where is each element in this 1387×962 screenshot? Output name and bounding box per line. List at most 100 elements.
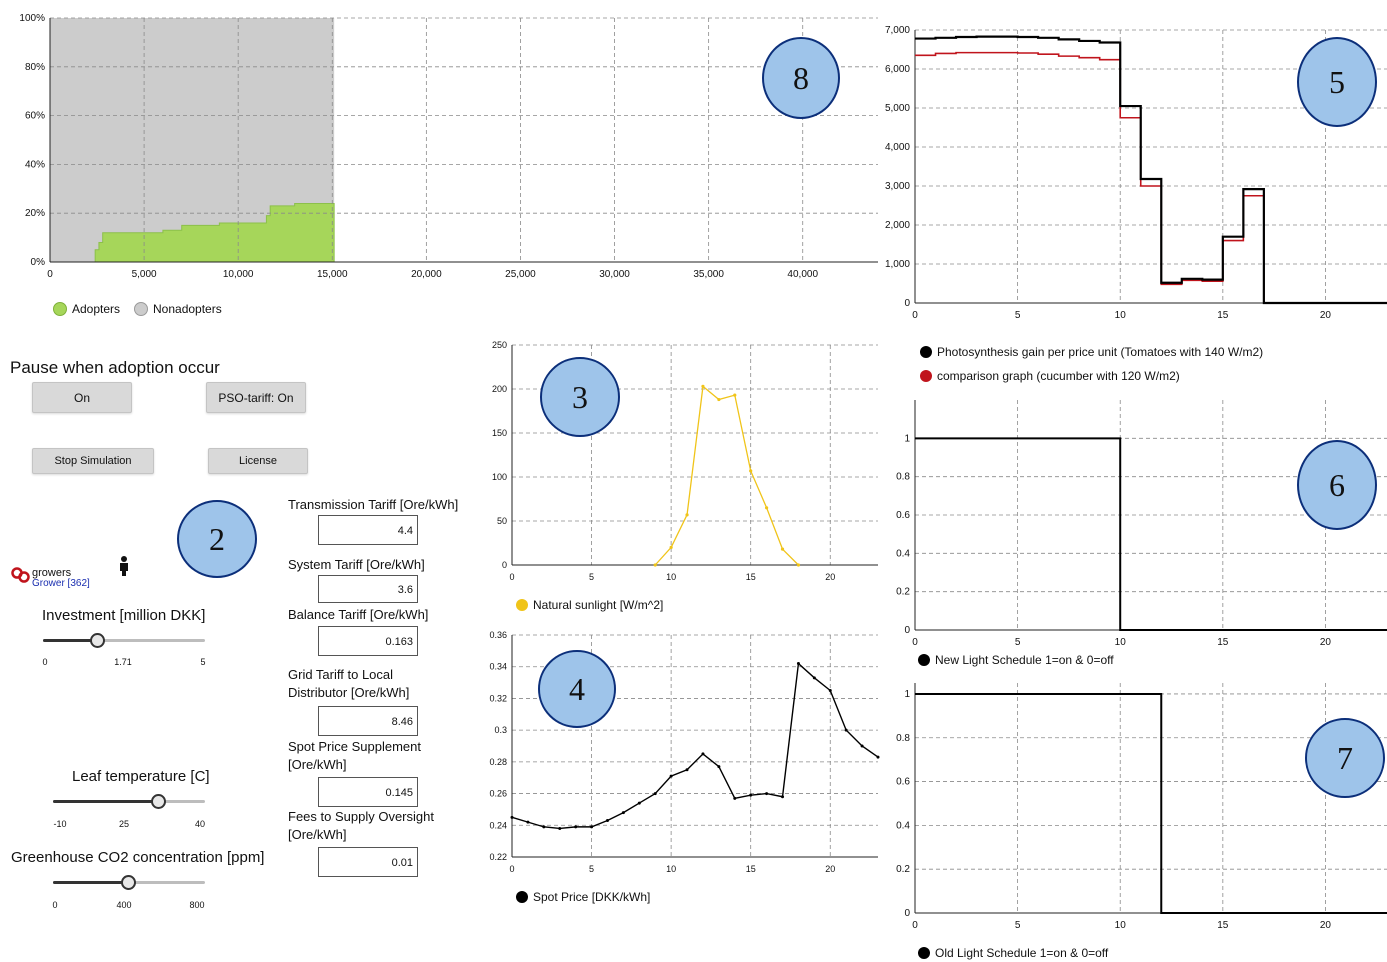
legend-new-schedule[interactable]: New Light Schedule 1=on & 0=off	[918, 653, 1114, 667]
tomato-series-line	[915, 35, 1387, 305]
photosynthesis-y-tick-label: 5,000	[885, 103, 910, 114]
system-tariff-input[interactable]: 3.6	[318, 575, 418, 603]
spot-price-point	[876, 755, 880, 759]
grid-tariff-label: Grid Tariff to Local Distributor [Ore/kW…	[288, 667, 410, 700]
photosynthesis-x-tick-label: 15	[1217, 310, 1229, 321]
legend-sunlight-label: Natural sunlight [W/m^2]	[533, 598, 664, 612]
spot-price-point	[526, 820, 530, 824]
adoption-x-tick-label: 40,000	[787, 269, 818, 280]
spot-price-point	[669, 774, 673, 778]
sunlight-x-tick-label: 10	[666, 572, 676, 582]
adoption-y-tick-label: 40%	[25, 159, 45, 170]
adoption-y-tick-label: 0%	[31, 257, 46, 268]
legend-spot-price[interactable]: Spot Price [DKK/kWh]	[516, 890, 650, 904]
co2-min-label: 0	[52, 900, 58, 910]
marker-7: 7	[1305, 718, 1385, 798]
spot-price-point	[510, 815, 514, 819]
leaf-mid-label: 25	[118, 819, 130, 829]
spotprice-x-tick-label: 20	[825, 864, 835, 874]
sunlight-x-tick-label: 5	[589, 572, 594, 582]
black-dot-icon	[516, 891, 528, 903]
oldschedule-y-tick-label: 1	[904, 689, 910, 700]
legend-new-schedule-label: New Light Schedule 1=on & 0=off	[935, 653, 1114, 667]
legend-old-schedule[interactable]: Old Light Schedule 1=on & 0=off	[918, 946, 1108, 960]
adoption-y-tick-label: 80%	[25, 62, 45, 73]
marker-3: 3	[540, 357, 620, 437]
marker-8: 8	[762, 37, 840, 119]
spot-price-point	[765, 792, 769, 796]
growers-icon[interactable]	[11, 566, 33, 584]
sunlight-x-tick-label: 15	[746, 572, 756, 582]
on-button[interactable]: On	[32, 382, 132, 413]
photosynthesis-x-tick-label: 0	[912, 310, 918, 321]
leaf-min-label: -10	[53, 819, 67, 829]
oldschedule-y-tick-label: 0.8	[896, 733, 910, 744]
spotprice-y-tick-label: 0.22	[489, 852, 507, 862]
newschedule-y-tick-label: 0.6	[896, 510, 910, 521]
adoption-x-tick-label: 30,000	[599, 269, 630, 280]
legend-photosynthesis-tomato[interactable]: Photosynthesis gain per price unit (Toma…	[920, 345, 1263, 359]
legend-sunlight[interactable]: Natural sunlight [W/m^2]	[516, 598, 663, 612]
stop-simulation-button[interactable]: Stop Simulation	[32, 448, 154, 474]
newschedule-y-tick-label: 0.8	[896, 472, 910, 483]
spot-price-supplement-input[interactable]: 0.145	[318, 777, 418, 807]
spot-price-point	[653, 792, 657, 796]
sunlight-point	[780, 547, 785, 551]
adoption-x-tick-label: 15,000	[317, 269, 348, 280]
spot-price-point	[812, 676, 816, 680]
supply-oversight-fees-label: Fees to Supply Oversight [Ore/kWh]	[288, 809, 434, 842]
balance-tariff-input[interactable]: 0.163	[318, 626, 418, 656]
adopters-area	[94, 202, 335, 263]
black-dot-icon	[918, 947, 930, 959]
transmission-tariff-label: Transmission Tariff [Ore/kWh]	[288, 497, 459, 512]
leaf-slider-knob[interactable]	[151, 794, 166, 809]
photosynthesis-y-tick-label: 2,000	[885, 220, 910, 231]
black-dot-icon	[918, 654, 930, 666]
investment-slider-title: Investment [million DKK]	[42, 607, 206, 624]
adoption-x-tick-label: 20,000	[411, 269, 442, 280]
co2-slider-knob[interactable]	[121, 875, 136, 890]
leaf-slider-title: Leaf temperature [C]	[72, 768, 210, 785]
photosynthesis-y-tick-label: 6,000	[885, 64, 910, 75]
photosynthesis-x-tick-label: 5	[1015, 310, 1021, 321]
legend-nonadopters-label: Nonadopters	[153, 302, 222, 316]
sunlight-chart: 0 50 100 150 200 250 0 5 10 15 20	[492, 340, 878, 582]
oldschedule-x-tick-label: 10	[1115, 920, 1127, 931]
sunlight-y-tick-label: 250	[492, 340, 507, 350]
spot-price-point	[717, 765, 721, 769]
growers-label: growers	[32, 567, 72, 579]
investment-slider-track[interactable]	[43, 639, 205, 642]
spot-price-point	[796, 662, 800, 666]
oldschedule-y-tick-label: 0	[904, 908, 910, 919]
spot-price-point	[749, 793, 753, 797]
sunlight-point	[669, 545, 673, 549]
oldschedule-y-tick-label: 0.6	[896, 777, 910, 788]
newschedule-y-tick-label: 0.2	[896, 587, 910, 598]
oldschedule-x-tick-label: 0	[912, 920, 918, 931]
legend-photosynthesis-cucumber[interactable]: comparison graph (cucumber with 120 W/m2…	[920, 369, 1180, 383]
sunlight-y-tick-label: 50	[497, 516, 507, 526]
grower-count-label: Grower [362]	[32, 578, 90, 589]
photosynthesis-y-tick-label: 7,000	[885, 25, 910, 36]
sunlight-point	[749, 469, 753, 473]
legend-adopters[interactable]: Adopters	[53, 302, 120, 316]
grid-tariff-input[interactable]: 8.46	[318, 706, 418, 736]
license-button[interactable]: License	[208, 448, 308, 474]
sunlight-point	[685, 513, 689, 517]
adopters-dot-icon	[53, 302, 67, 316]
spot-price-point	[860, 744, 864, 748]
sunlight-point	[765, 506, 769, 510]
adoption-y-tick-label: 60%	[25, 111, 45, 122]
adoption-marks	[50, 18, 335, 263]
adoption-axes: 0% 20% 40% 60% 80% 100% 0 5,000 10,000 15,000 20,0…	[19, 13, 878, 280]
legend-nonadopters[interactable]: Nonadopters	[134, 302, 222, 316]
investment-slider-knob[interactable]	[90, 633, 105, 648]
sunlight-point	[653, 563, 657, 567]
co2-slider-fill	[53, 881, 129, 884]
transmission-tariff-input[interactable]: 4.4	[318, 515, 418, 545]
spot-price-point	[685, 768, 689, 772]
supply-oversight-fees-input[interactable]: 0.01	[318, 847, 418, 877]
leaf-max-label: 40	[194, 819, 206, 829]
newschedule-x-tick-label: 15	[1217, 637, 1229, 648]
pso-tariff-button[interactable]: PSO-tariff: On	[206, 382, 306, 413]
